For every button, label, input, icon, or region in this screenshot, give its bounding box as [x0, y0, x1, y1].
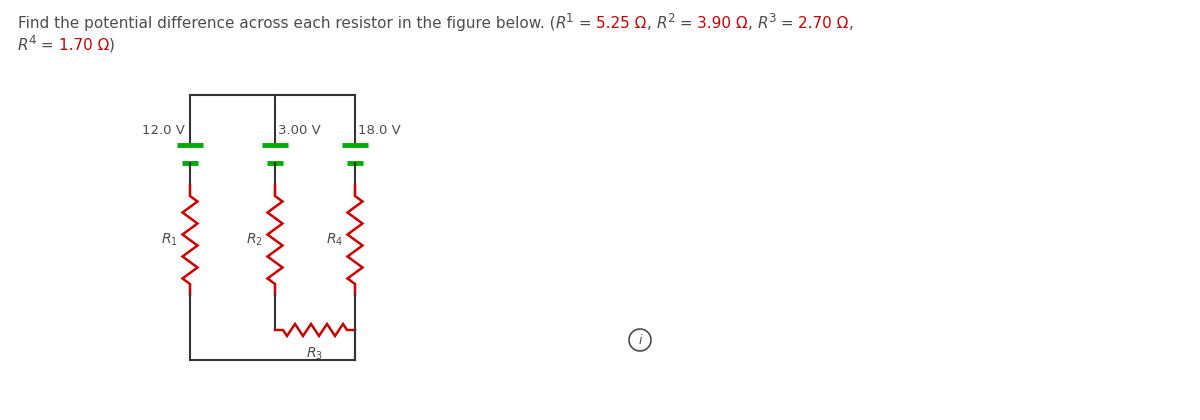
Text: Find the potential difference across each resistor in the figure below. (: Find the potential difference across eac… — [18, 16, 556, 31]
Text: ,: , — [848, 16, 853, 31]
Text: 2: 2 — [667, 12, 674, 25]
Text: 3.00 V: 3.00 V — [278, 124, 320, 137]
Text: 5.25 Ω: 5.25 Ω — [596, 16, 647, 31]
Text: $R_1$: $R_1$ — [161, 232, 178, 248]
Text: 1: 1 — [566, 12, 574, 25]
Text: 3.90 Ω: 3.90 Ω — [697, 16, 748, 31]
Text: =: = — [574, 16, 596, 31]
Text: =: = — [36, 38, 59, 53]
Text: 2.70 Ω: 2.70 Ω — [798, 16, 848, 31]
Text: R: R — [18, 38, 29, 53]
Text: =: = — [674, 16, 697, 31]
Text: ): ) — [109, 38, 115, 53]
Text: $R_3$: $R_3$ — [306, 346, 324, 362]
Text: R: R — [556, 16, 566, 31]
Text: ,: , — [647, 16, 656, 31]
Text: 18.0 V: 18.0 V — [358, 124, 401, 137]
Text: $R_2$: $R_2$ — [246, 232, 263, 248]
Text: 1.70 Ω: 1.70 Ω — [59, 38, 109, 53]
Text: =: = — [775, 16, 798, 31]
Text: 12.0 V: 12.0 V — [142, 124, 185, 137]
Text: R: R — [656, 16, 667, 31]
Text: $R_4$: $R_4$ — [325, 232, 343, 248]
Text: 3: 3 — [768, 12, 775, 25]
Text: i: i — [638, 333, 642, 346]
Text: 4: 4 — [29, 34, 36, 47]
Text: ,: , — [748, 16, 757, 31]
Text: R: R — [757, 16, 768, 31]
